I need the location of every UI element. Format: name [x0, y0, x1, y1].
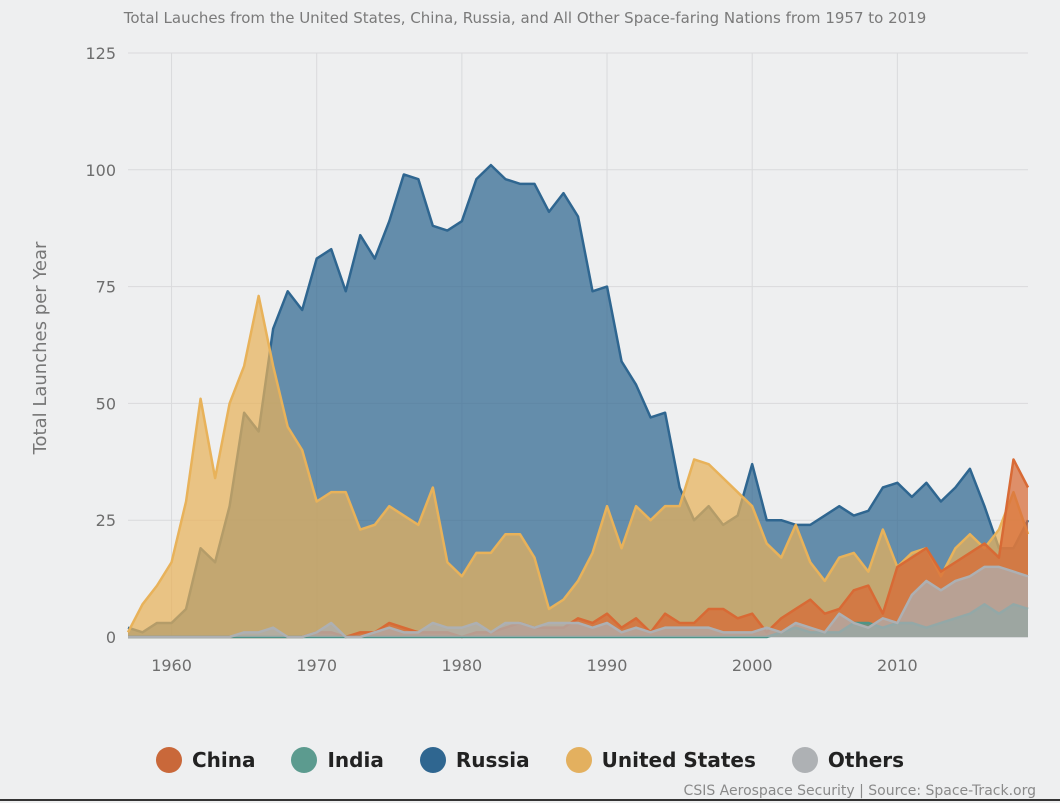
line-russia — [127, 163, 1030, 634]
y-tick-label: 25 — [96, 511, 116, 530]
line-united-states — [126, 294, 1030, 633]
x-tick-label: 1980 — [442, 656, 483, 675]
launches-area-chart: Total Lauches from the United States, Ch… — [30, 9, 1030, 675]
y-tick-label: 0 — [106, 628, 116, 647]
y-tick-label: 50 — [96, 394, 116, 413]
legend-swatch-united-states — [565, 747, 592, 773]
y-tick-label: 100 — [85, 161, 116, 180]
legend-swatch-india — [291, 747, 318, 773]
legend-swatch-others — [791, 747, 818, 773]
x-tick-label: 1970 — [296, 656, 337, 675]
legend-swatch-china — [155, 747, 182, 773]
y-tick-label: 125 — [85, 44, 116, 63]
series-areas — [126, 163, 1030, 639]
y-axis-title: Total Launches per Year — [30, 241, 51, 455]
legend-item-united-states: United States — [565, 747, 756, 773]
legend-item-russia: Russia — [419, 747, 530, 773]
x-tick-label: 2000 — [732, 656, 773, 675]
legend-label-united-states: United States — [601, 748, 756, 772]
legend-item-china: China — [155, 747, 256, 773]
legend-label-china: China — [191, 748, 256, 772]
legend-label-russia: Russia — [455, 748, 530, 772]
axis-ticks: 0 25 50 75 100 125 1960 1970 1980 1990 2000 2010 — [85, 44, 917, 675]
x-tick-label: 1960 — [151, 656, 192, 675]
source-credit: CSIS Aerospace Security | Source: Space-… — [683, 783, 1036, 799]
legend-swatch-russia — [419, 747, 446, 773]
line-others — [128, 565, 1029, 639]
legend: China India Russia United States Others — [0, 740, 1060, 780]
legend-item-others: Others — [791, 747, 905, 773]
y-tick-label: 75 — [96, 278, 116, 297]
x-tick-label: 2010 — [877, 656, 918, 675]
area-united-states — [128, 295, 1028, 637]
bottom-divider — [0, 799, 1060, 801]
chart-title: Total Lauches from the United States, Ch… — [123, 9, 927, 27]
legend-label-india: India — [327, 748, 384, 772]
x-tick-label: 1990 — [587, 656, 628, 675]
legend-item-india: India — [291, 747, 384, 773]
legend-label-others: Others — [827, 748, 905, 772]
